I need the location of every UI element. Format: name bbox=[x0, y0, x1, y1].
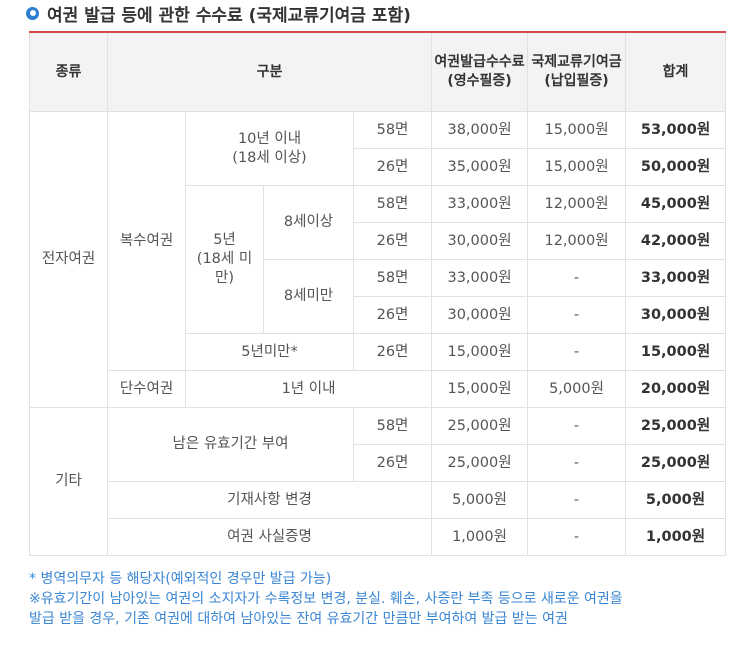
fee-cell: 1,000원 bbox=[431, 518, 529, 556]
contribution-cell: - bbox=[527, 259, 627, 297]
contribution-cell: 15,000원 bbox=[527, 148, 627, 186]
pages-cell: 26면 bbox=[352, 148, 433, 186]
footnote-asterisk: * 병역의무자 등 해당자(예외적인 경우만 발급 가능) bbox=[29, 571, 332, 587]
fee-cell: 15,000원 bbox=[431, 333, 529, 371]
contribution-cell: 5,000원 bbox=[527, 370, 627, 408]
record-change: 기재사항 변경 bbox=[106, 481, 433, 519]
footnote-remaining-2: 발급 받을 경우, 기존 여권에 대하여 남아있는 잔여 유효기간 만큼만 부여… bbox=[29, 611, 568, 627]
passport-proof: 여권 사실증명 bbox=[106, 518, 433, 556]
table-row: 기재사항 변경 5,000원 - 5,000원 bbox=[30, 481, 727, 519]
contribution-cell: - bbox=[527, 444, 627, 482]
table-header-row: 종류 구분 여권발급수수료 (영수필증) 국제교류기여금 (납입필증) 합계 bbox=[29, 31, 727, 112]
fee-cell: 35,000원 bbox=[431, 148, 529, 186]
fee-table: 종류 구분 여권발급수수료 (영수필증) 국제교류기여금 (납입필증) 합계 전자여… bbox=[29, 31, 727, 556]
table-row: 26면 30,000원 - 30,000원 bbox=[30, 296, 727, 334]
total-cell: 53,000원 bbox=[625, 111, 727, 149]
pages-cell: 58면 bbox=[352, 185, 433, 223]
kind-single: 단수여권 bbox=[107, 370, 186, 408]
pages-cell: 26면 bbox=[352, 296, 433, 334]
circle-bullet-icon bbox=[26, 6, 39, 20]
pages-cell: 26면 bbox=[352, 222, 433, 260]
total-cell: 42,000원 bbox=[625, 222, 727, 260]
fee-cell: 15,000원 bbox=[431, 370, 529, 408]
footnotes: * 병역의무자 등 해당자(예외적인 경우만 발급 가능) ※유효기간이 남아있… bbox=[29, 569, 729, 629]
type-etc: 기타 bbox=[29, 407, 108, 556]
table-row: 26면 25,000원 - 25,000원 bbox=[30, 444, 727, 482]
period-1y: 1년 이내 bbox=[184, 370, 433, 408]
age-8-plus: 8세이상 bbox=[263, 185, 354, 260]
total-cell: 1,000원 bbox=[625, 518, 727, 556]
table-row: 단수여권 1년 이내 15,000원 5,000원 20,000원 bbox=[30, 370, 727, 408]
fee-cell: 5,000원 bbox=[431, 481, 529, 519]
pages-cell: 58면 bbox=[352, 259, 433, 297]
total-cell: 15,000원 bbox=[625, 333, 727, 371]
pages-cell: 58면 bbox=[352, 407, 433, 445]
age-under-8: 8세미만 bbox=[263, 259, 354, 334]
pages-cell: 58면 bbox=[352, 111, 433, 149]
fee-cell: 30,000원 bbox=[431, 296, 529, 334]
table-row: 26면 35,000원 15,000원 50,000원 bbox=[30, 148, 727, 186]
header-total: 합계 bbox=[625, 31, 727, 112]
fee-cell: 33,000원 bbox=[431, 185, 529, 223]
table-row: 기타 남은 유효기간 부여 58면 25,000원 - 25,000원 bbox=[29, 407, 727, 556]
period-under-5y: 5년미만* bbox=[185, 333, 354, 371]
footnote-remaining-1: ※유효기간이 남아있는 여권의 소지자가 수록정보 변경, 분실. 훼손, 사증… bbox=[29, 591, 623, 607]
contribution-cell: - bbox=[527, 333, 627, 371]
contribution-cell: 15,000원 bbox=[527, 111, 627, 149]
contribution-cell: - bbox=[527, 481, 627, 519]
total-cell: 33,000원 bbox=[625, 259, 727, 297]
section-title: 여권 발급 등에 관한 수수료 (국제교류기여금 포함) bbox=[26, 0, 411, 26]
total-cell: 25,000원 bbox=[625, 444, 727, 482]
pages-cell: 26면 bbox=[352, 444, 433, 482]
kind-multiple: 복수여권 bbox=[107, 111, 186, 371]
contribution-cell: 12,000원 bbox=[527, 185, 627, 223]
contribution-cell: - bbox=[527, 407, 627, 445]
contribution-cell: 12,000원 bbox=[527, 222, 627, 260]
header-type: 종류 bbox=[29, 31, 108, 112]
total-cell: 5,000원 bbox=[625, 481, 727, 519]
total-cell: 50,000원 bbox=[625, 148, 727, 186]
contribution-cell: - bbox=[527, 518, 627, 556]
header-fee: 여권발급수수료 (영수필증) bbox=[431, 31, 529, 112]
fee-cell: 38,000원 bbox=[431, 111, 529, 149]
total-cell: 30,000원 bbox=[625, 296, 727, 334]
table-row: 5년미만* 26면 15,000원 - 15,000원 bbox=[30, 333, 727, 371]
total-cell: 25,000원 bbox=[625, 407, 727, 445]
total-cell: 45,000원 bbox=[625, 185, 727, 223]
table-row: 8세미만 58면 33,000원 - 33,000원 bbox=[30, 259, 727, 334]
table-row: 전자여권 복수여권 10년 이내 (18세 이상) 58면 38,000원 15,… bbox=[29, 111, 727, 408]
period-5y: 5년 (18세 미만) bbox=[185, 185, 264, 334]
fee-cell: 25,000원 bbox=[431, 444, 529, 482]
section-title-text: 여권 발급 등에 관한 수수료 (국제교류기여금 포함) bbox=[47, 5, 411, 26]
contribution-cell: - bbox=[527, 296, 627, 334]
type-electronic: 전자여권 bbox=[29, 111, 108, 408]
header-contribution: 국제교류기여금 (납입필증) bbox=[527, 31, 627, 112]
total-cell: 20,000원 bbox=[625, 370, 727, 408]
pages-cell: 26면 bbox=[352, 333, 433, 371]
fee-cell: 30,000원 bbox=[431, 222, 529, 260]
header-category: 구분 bbox=[106, 31, 433, 112]
period-10y: 10년 이내 (18세 이상) bbox=[185, 111, 354, 186]
remaining-validity: 남은 유효기간 부여 bbox=[107, 407, 354, 482]
fee-cell: 33,000원 bbox=[431, 259, 529, 297]
fee-cell: 25,000원 bbox=[431, 407, 529, 445]
table-row: 여권 사실증명 1,000원 - 1,000원 bbox=[30, 518, 727, 556]
